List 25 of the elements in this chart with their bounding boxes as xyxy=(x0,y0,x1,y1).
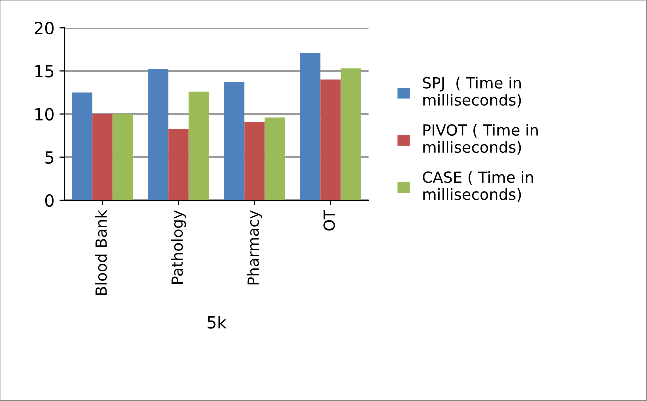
bar xyxy=(224,82,245,200)
x-tick-label: Pharmacy xyxy=(247,210,262,285)
bar xyxy=(320,80,341,200)
y-tick-label: 20 xyxy=(34,22,54,35)
x-tick-label: Pathology xyxy=(171,210,186,284)
y-tick-label: 10 xyxy=(36,108,54,121)
legend-label: SPJ ( Time in milliseconds) xyxy=(423,77,522,108)
x-tick-label: Blood Bank xyxy=(95,210,108,296)
bar xyxy=(300,53,321,200)
y-tick-label: 5 xyxy=(46,152,54,164)
bar xyxy=(72,92,93,200)
y-tick-label: 15 xyxy=(36,65,54,78)
bar xyxy=(148,69,169,200)
x-axis-title: 5k xyxy=(208,316,227,329)
bar xyxy=(112,114,134,200)
bar xyxy=(340,68,362,200)
bar xyxy=(264,118,286,200)
legend-label: CASE ( Time in milliseconds) xyxy=(423,171,534,202)
legend-label: PIVOT ( Time in milliseconds) xyxy=(424,124,538,155)
bar xyxy=(188,92,210,200)
x-tick-label: OT xyxy=(324,210,336,231)
bar xyxy=(168,128,189,200)
bar xyxy=(244,122,265,200)
y-tick-label: 0 xyxy=(45,194,54,208)
bar xyxy=(92,114,113,200)
